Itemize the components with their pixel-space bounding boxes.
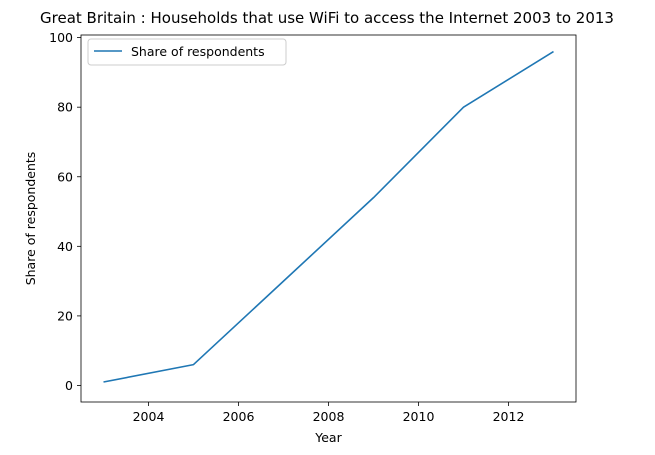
x-tick-label: 2012 <box>493 409 525 424</box>
x-tick-label: 2004 <box>133 409 165 424</box>
series-line <box>103 50 554 383</box>
y-tick-label: 0 <box>65 378 73 393</box>
y-tick-label: 100 <box>49 30 73 45</box>
x-tick-label: 2010 <box>403 409 435 424</box>
legend-box <box>87 38 287 66</box>
x-axis-label: Year <box>314 430 342 445</box>
y-axis: 0 20 40 60 80 100 <box>49 30 81 393</box>
legend: Share of respondents <box>87 38 287 66</box>
legend-label: Share of respondents <box>131 44 265 59</box>
y-tick-label: 60 <box>57 169 73 184</box>
plot-area: 2004 2006 2008 2010 2012 0 20 40 60 80 100 <box>49 30 577 424</box>
chart-title: Great Britain : Households that use WiFi… <box>40 9 614 27</box>
y-tick-label: 20 <box>57 308 73 323</box>
plot-frame <box>80 34 577 403</box>
series-layer <box>103 50 554 383</box>
x-tick-label: 2008 <box>313 409 345 424</box>
y-tick-label: 80 <box>57 100 73 115</box>
x-axis: 2004 2006 2008 2010 2012 <box>133 402 525 424</box>
y-axis-label: Share of respondents <box>23 152 38 286</box>
x-tick-label: 2006 <box>223 409 255 424</box>
y-tick-label: 40 <box>57 239 73 254</box>
